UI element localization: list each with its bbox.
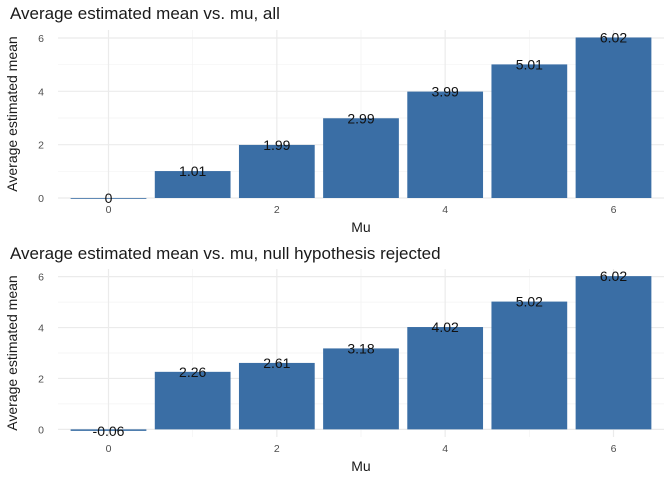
x-tick-label: 4 [442, 443, 448, 455]
data-label-mu-5: 5.01 [516, 56, 543, 72]
bars [70, 276, 652, 431]
x-tick-label: 2 [274, 443, 280, 455]
y-tick-label: 2 [38, 140, 44, 152]
y-tick-label: 2 [38, 373, 44, 385]
bar-mu-2 [238, 144, 315, 198]
bar-mu-0 [70, 198, 147, 199]
data-label-mu-4: 3.99 [432, 84, 459, 100]
data-label-mu-6: 6.02 [600, 29, 627, 45]
bar-mu-4 [407, 327, 484, 430]
bar-mu-2 [238, 362, 315, 430]
data-label-mu-1: 2.26 [179, 364, 206, 380]
bar-mu-5 [491, 301, 568, 430]
x-axis-title: Mu [351, 458, 370, 474]
chart-title: Average estimated mean vs. mu, all [10, 4, 280, 23]
y-tick-labels: 0 2 4 6 [38, 272, 44, 437]
x-tick-label: 6 [611, 443, 617, 455]
y-tick-label: 6 [38, 33, 44, 45]
x-axis-title: Mu [351, 219, 370, 235]
bar-mu-1 [154, 371, 231, 430]
data-label-mu-6: 6.02 [600, 268, 627, 284]
y-tick-label: 0 [38, 193, 44, 205]
y-tick-labels: 0 2 4 6 [38, 33, 44, 205]
bar-mu-1 [154, 171, 231, 198]
y-tick-label: 4 [38, 86, 44, 98]
x-tick-label: 6 [611, 204, 617, 216]
bars [70, 37, 652, 199]
data-label-mu-0: -0.06 [93, 423, 125, 439]
y-axis-title: Average estimated mean [4, 36, 20, 191]
y-tick-label: 0 [38, 424, 44, 436]
data-labels: -0.06 2.26 2.61 3.18 4.02 5.02 6.02 [93, 268, 628, 439]
x-tick-labels: 0 2 4 6 [106, 443, 617, 455]
bar-mu-3 [323, 118, 399, 198]
data-label-mu-3: 3.18 [347, 340, 374, 356]
bar-chart-rejected: -0.06 2.26 2.61 3.18 4.02 5.02 6.02 0 2 4 6 0 2 4 6 Mu A… [4, 268, 664, 474]
data-label-mu-3: 2.99 [347, 110, 374, 126]
bar-mu-5 [491, 64, 568, 199]
x-tick-label: 4 [442, 204, 448, 216]
data-label-mu-0: 0 [105, 190, 113, 206]
chart-panel-rejected: Average estimated mean vs. mu, null hypo… [0, 240, 672, 480]
y-axis-title: Average estimated mean [4, 275, 20, 430]
data-label-mu-5: 5.02 [516, 294, 543, 310]
y-tick-label: 4 [38, 323, 44, 335]
x-tick-labels: 0 2 4 6 [106, 204, 617, 216]
bar-mu-3 [323, 348, 399, 430]
x-tick-label: 2 [274, 204, 280, 216]
y-tick-label: 6 [38, 272, 44, 284]
bar-mu-0 [70, 429, 147, 431]
x-tick-label: 0 [106, 443, 112, 455]
data-label-mu-2: 1.99 [263, 137, 290, 153]
data-label-mu-2: 2.61 [263, 355, 290, 371]
chart-panel-all: Average estimated mean vs. mu, all 0 1.01… [4, 4, 664, 235]
bar-chart-all: 0 1.01 1.99 2.99 3.99 5.01 6.02 0 2 4 6 0 2 4 6 Mu Avera… [4, 29, 664, 235]
data-label-mu-1: 1.01 [179, 163, 206, 179]
bar-mu-6 [575, 276, 652, 430]
chart-title: Average estimated mean vs. mu, null hypo… [10, 244, 441, 263]
x-tick-label: 0 [106, 204, 112, 216]
data-labels: 0 1.01 1.99 2.99 3.99 5.01 6.02 [105, 29, 628, 206]
data-label-mu-4: 4.02 [432, 319, 459, 335]
bar-mu-4 [407, 91, 484, 198]
bar-mu-6 [575, 37, 652, 198]
